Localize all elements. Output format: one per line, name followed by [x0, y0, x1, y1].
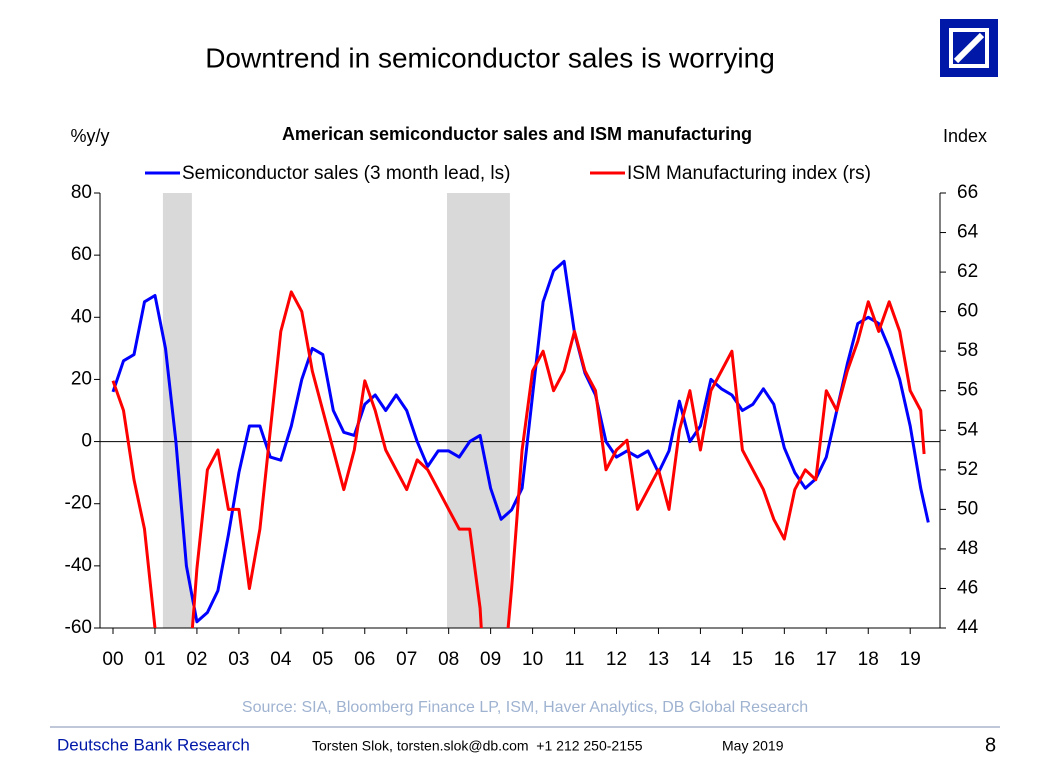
legend-label: ISM Manufacturing index (rs): [627, 163, 871, 184]
brand: Deutsche Bank Research: [57, 735, 250, 754]
y-tick-label: -40: [65, 555, 92, 576]
x-tick-label: 08: [438, 649, 459, 670]
series-line: [111, 290, 926, 628]
x-tick-label: 07: [396, 649, 417, 670]
y2-axis-label: Index: [943, 126, 987, 146]
x-tick-label: 02: [186, 649, 207, 670]
y-tick-label: 40: [71, 306, 92, 327]
x-tick-label: 12: [606, 649, 627, 670]
y2-tick-label: 52: [957, 459, 978, 480]
y-tick-label: 80: [71, 182, 92, 203]
y-tick-label: -60: [65, 617, 92, 638]
y2-tick-label: 58: [957, 340, 978, 361]
y2-tick-label: 48: [957, 538, 978, 559]
logo: [940, 19, 998, 77]
x-tick-label: 06: [354, 649, 375, 670]
recession-shade: [446, 193, 510, 628]
date: May 2019: [722, 738, 784, 754]
x-tick-label: 09: [480, 649, 501, 670]
series-line: [111, 259, 930, 624]
y2-tick-label: 44: [957, 617, 979, 638]
y2-tick-label: 64: [957, 222, 979, 243]
legend-label: Semiconductor sales (3 month lead, ls): [182, 163, 510, 184]
y2-tick-label: 62: [957, 261, 978, 282]
y2-tick-label: 66: [957, 182, 978, 203]
x-tick-label: 03: [228, 649, 249, 670]
y2-tick-label: 60: [957, 301, 978, 322]
page-number: 8: [985, 734, 996, 756]
x-tick-label: 15: [732, 649, 753, 670]
y-tick-label: 20: [71, 368, 92, 389]
x-tick-label: 10: [522, 649, 543, 670]
y-axis-label: %y/y: [70, 126, 109, 146]
x-tick-label: 11: [565, 649, 585, 670]
y-tick-label: -20: [65, 493, 92, 514]
y2-tick-label: 56: [957, 380, 978, 401]
x-tick-label: 00: [102, 649, 123, 670]
author: Torsten Slok, torsten.slok@db.com +1 212…: [312, 738, 643, 754]
x-tick-label: 05: [312, 649, 333, 670]
x-tick-label: 17: [816, 649, 837, 670]
x-tick-label: 19: [900, 649, 921, 670]
y2-tick-label: 54: [957, 419, 979, 440]
x-tick-label: 01: [144, 649, 165, 670]
x-tick-label: 04: [270, 649, 292, 670]
x-tick-label: 18: [858, 649, 879, 670]
recession-shade: [162, 193, 192, 628]
y-tick-label: 60: [71, 244, 92, 265]
x-tick-label: 14: [690, 649, 712, 670]
x-tick-label: 16: [774, 649, 795, 670]
y2-tick-label: 50: [957, 498, 978, 519]
source: Source: SIA, Bloomberg Finance LP, ISM, …: [242, 699, 808, 716]
y-tick-label: 0: [81, 431, 92, 452]
slide-title: Downtrend in semiconductor sales is worr…: [205, 42, 775, 73]
chart-title: American semiconductor sales and ISM man…: [282, 124, 752, 144]
y2-tick-label: 46: [957, 577, 978, 598]
plot-area: [111, 259, 930, 628]
x-tick-label: 13: [648, 649, 669, 670]
